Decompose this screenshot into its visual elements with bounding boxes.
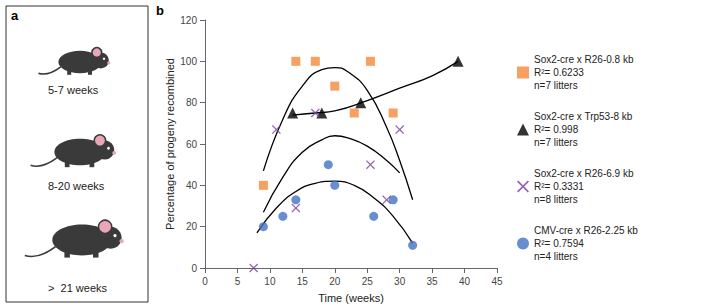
svg-text:80: 80 [186,97,198,108]
svg-text:20: 20 [329,276,341,287]
svg-text:n=7 litters: n=7 litters [534,137,578,148]
svg-text:Sox2-cre x Trp53-8 kb: Sox2-cre x Trp53-8 kb [534,111,633,122]
svg-text:25: 25 [362,276,374,287]
svg-text:10: 10 [264,276,276,287]
svg-text:R²= 0.998: R²= 0.998 [534,124,579,135]
svg-text:8-20 weeks: 8-20 weeks [48,180,105,192]
svg-text:0: 0 [202,276,208,287]
svg-text:n=8 litters: n=8 litters [534,194,578,205]
svg-text:a: a [11,8,19,23]
svg-text:120: 120 [180,15,197,26]
svg-text:> 21 weeks: > 21 weeks [48,282,108,294]
svg-text:20: 20 [186,221,198,232]
svg-text:5-7 weeks: 5-7 weeks [48,84,99,96]
svg-text:60: 60 [186,139,198,150]
svg-text:15: 15 [297,276,309,287]
svg-text:5: 5 [235,276,241,287]
svg-text:40: 40 [186,180,198,191]
svg-text:30: 30 [394,276,406,287]
svg-text:n=7 litters: n=7 litters [534,80,578,91]
svg-text:R²= 0.7594: R²= 0.7594 [534,238,584,249]
svg-text:n=4 litters: n=4 litters [534,251,578,262]
svg-text:CMV-cre x R26-2.25 kb: CMV-cre x R26-2.25 kb [534,225,638,236]
svg-text:100: 100 [180,56,197,67]
svg-text:b: b [156,3,164,18]
svg-text:Sox2-cre x R26-6.9 kb: Sox2-cre x R26-6.9 kb [534,168,634,179]
svg-text:40: 40 [459,276,471,287]
svg-text:35: 35 [427,276,439,287]
svg-text:0: 0 [191,263,197,274]
svg-text:R²= 0.3331: R²= 0.3331 [534,181,584,192]
svg-text:Percentage of progeny recombin: Percentage of progeny recombined [164,58,176,230]
svg-text:Time (weeks): Time (weeks) [318,292,384,304]
svg-text:Sox2-cre x R26-0.8 kb: Sox2-cre x R26-0.8 kb [534,54,634,65]
svg-text:45: 45 [491,276,503,287]
svg-text:R²= 0.6233: R²= 0.6233 [534,67,584,78]
